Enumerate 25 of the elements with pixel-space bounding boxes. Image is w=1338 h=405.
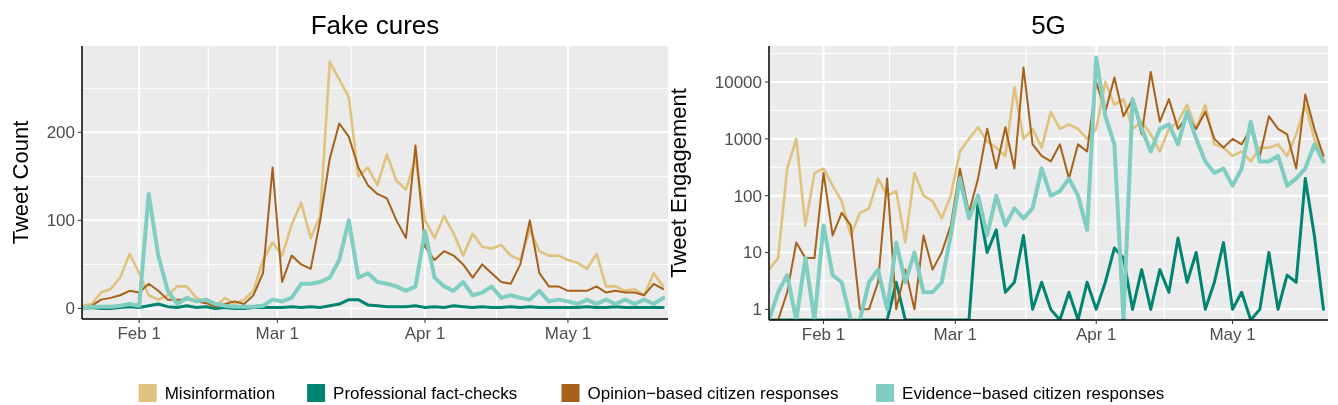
- x-tick-label: Apr 1: [404, 324, 446, 343]
- y-tick-label: 100: [46, 211, 75, 231]
- legend-label: Misinformation: [164, 383, 276, 403]
- x-tick-label: Feb 1: [117, 324, 161, 343]
- x-tick-label: Feb 1: [801, 325, 846, 344]
- y-tick-label: 1000: [724, 129, 762, 149]
- legend-label: Opinion−based citizen responses: [587, 383, 839, 403]
- line-series: [82, 191, 666, 311]
- x-tick-label: Mar 1: [933, 325, 978, 344]
- y-axis-title: Tweet Count: [8, 120, 33, 245]
- y-axis-title: Tweet Engagement: [666, 88, 691, 278]
- x-tick-label: May 1: [544, 324, 592, 343]
- y-tick-label: 200: [46, 123, 75, 143]
- y-tick-label: 10000: [714, 72, 762, 92]
- x-tick-label: May 1: [1209, 325, 1256, 344]
- chart-title: Fake cures: [310, 10, 440, 40]
- y-tick-label: 1: [752, 300, 762, 320]
- legend-label: Professional fact-checks: [333, 383, 518, 403]
- legend-label: Evidence−based citizen responses: [902, 383, 1165, 403]
- y-tick-label: 0: [65, 299, 75, 319]
- chart-title: 5G: [1031, 10, 1066, 40]
- x-tick-label: Mar 1: [255, 324, 300, 343]
- x-tick-label: Apr 1: [1075, 325, 1117, 344]
- y-tick-label: 100: [733, 186, 762, 206]
- y-tick-label: 10: [743, 243, 762, 263]
